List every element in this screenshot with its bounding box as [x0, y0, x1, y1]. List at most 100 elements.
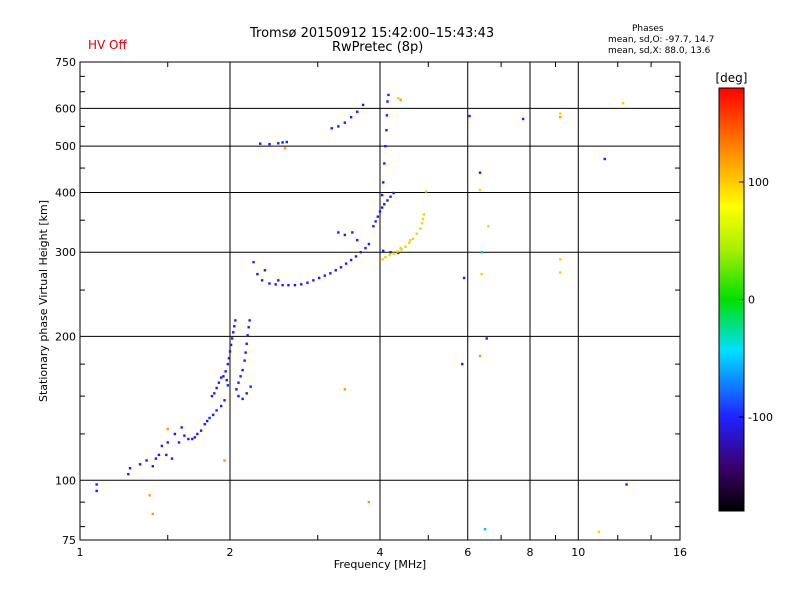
- data-point: [392, 252, 395, 255]
- data-point: [420, 222, 424, 225]
- data-point: [603, 157, 606, 161]
- data-point: [388, 253, 391, 257]
- data-point: [191, 437, 194, 441]
- colorbar-tick-label: -100: [748, 411, 773, 424]
- y-tick-label: 400: [55, 186, 76, 199]
- data-point: [485, 337, 488, 340]
- data-point: [478, 354, 482, 358]
- data-point: [293, 283, 297, 287]
- data-point: [283, 147, 287, 150]
- data-point: [404, 245, 407, 248]
- data-point: [217, 381, 221, 384]
- plot-frame: [79, 61, 681, 541]
- data-point: [380, 206, 384, 209]
- data-point: [177, 441, 181, 444]
- data-point: [95, 483, 98, 486]
- data-point: [239, 375, 242, 378]
- data-point: [244, 351, 247, 354]
- data-point: [229, 343, 233, 347]
- data-point: [245, 392, 248, 395]
- data-point: [334, 269, 337, 272]
- y-tick-label: 100: [55, 474, 76, 487]
- data-point: [187, 437, 190, 441]
- data-point: [234, 319, 237, 322]
- data-point: [487, 225, 490, 228]
- data-point: [243, 359, 246, 362]
- data-point: [337, 231, 340, 234]
- data-point: [415, 232, 418, 235]
- data-point: [621, 101, 625, 105]
- data-point: [468, 114, 471, 118]
- data-point: [339, 266, 343, 269]
- data-point: [380, 193, 384, 197]
- chart-subtitle: RwPretec (8p): [332, 40, 424, 55]
- y-tick-label: 750: [55, 56, 76, 69]
- data-point: [317, 276, 321, 280]
- data-point: [199, 429, 203, 432]
- data-point: [165, 453, 168, 457]
- data-point: [396, 250, 399, 253]
- y-axis-label: Stationary phase Virtual Height [km]: [37, 200, 50, 402]
- data-point: [367, 500, 371, 504]
- data-point: [241, 397, 244, 401]
- data-point: [138, 463, 142, 466]
- data-point: [228, 350, 232, 353]
- data-point: [462, 276, 466, 280]
- x-tick-label: 4: [377, 546, 384, 559]
- data-point: [385, 114, 389, 117]
- data-point: [384, 255, 387, 259]
- x-tick-label: 1: [77, 546, 84, 559]
- data-point: [223, 459, 226, 462]
- data-point: [385, 128, 388, 132]
- data-point: [389, 195, 392, 198]
- data-point: [559, 112, 562, 115]
- data-point: [232, 331, 235, 334]
- data-point: [268, 282, 271, 285]
- data-point: [521, 117, 525, 121]
- data-point: [263, 269, 267, 272]
- data-point: [372, 225, 375, 228]
- hv-status: HV Off: [88, 38, 127, 52]
- data-point: [225, 378, 228, 382]
- data-point: [203, 423, 206, 426]
- data-point: [193, 436, 197, 439]
- data-point: [355, 238, 359, 242]
- data-point: [215, 409, 218, 412]
- data-point: [384, 144, 387, 148]
- data-point: [383, 203, 386, 206]
- data-point: [483, 528, 487, 531]
- y-tick-label: 200: [55, 330, 76, 343]
- data-point: [222, 375, 225, 378]
- data-point: [248, 319, 251, 322]
- data-point: [381, 258, 384, 261]
- data-point: [249, 385, 252, 388]
- y-tick-label: 300: [55, 246, 76, 259]
- data-point: [387, 93, 390, 97]
- data-point: [246, 334, 249, 337]
- data-point: [227, 357, 231, 360]
- data-point: [383, 162, 386, 165]
- data-point: [323, 274, 327, 277]
- data-point: [268, 142, 271, 146]
- data-point: [480, 272, 483, 276]
- data-point: [349, 258, 353, 262]
- data-point: [247, 326, 250, 329]
- y-tick-label: 75: [62, 534, 76, 547]
- data-point: [354, 255, 358, 258]
- data-point: [274, 283, 277, 286]
- data-point: [127, 472, 130, 476]
- data-point: [351, 231, 354, 234]
- data-point: [151, 465, 155, 468]
- data-point: [277, 279, 280, 282]
- data-point: [183, 434, 186, 437]
- y-tick-label: 500: [55, 140, 76, 153]
- data-point: [343, 233, 347, 237]
- data-point: [392, 191, 395, 195]
- data-point: [173, 432, 177, 436]
- data-point: [95, 489, 98, 493]
- x-tick-label: 10: [571, 546, 585, 559]
- data-point: [478, 188, 482, 192]
- data-point: [337, 125, 340, 128]
- data-point: [154, 457, 158, 460]
- data-point: [226, 362, 230, 366]
